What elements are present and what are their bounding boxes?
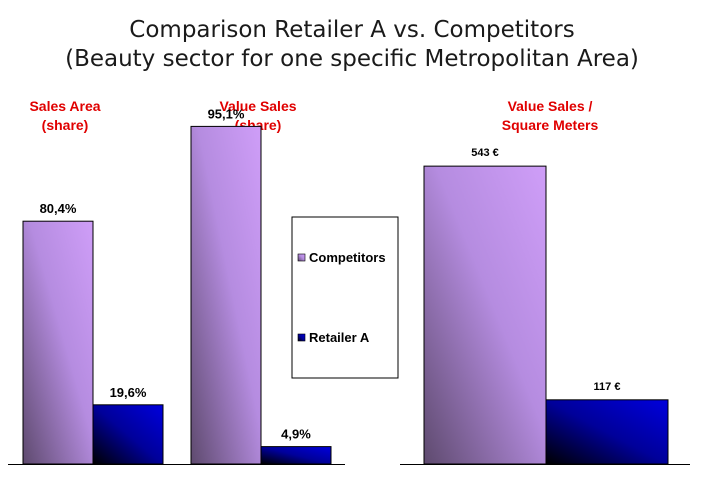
legend-swatch-retailer-a xyxy=(297,333,306,342)
bar-value-sales-retailer-a xyxy=(260,446,332,465)
chart-title: Comparison Retailer A vs. Competitors (B… xyxy=(0,16,704,74)
panel-title-sales-area-line-2: (share) xyxy=(41,117,89,133)
legend-swatch-competitors xyxy=(297,253,306,262)
panel-title-value-per-sqm-line-1: Value Sales / xyxy=(507,98,593,114)
bar-sales-area-retailer-a xyxy=(92,404,164,465)
bar-value-per-sqm-competitors xyxy=(423,165,547,465)
bar-value-per-sqm-retailer-a xyxy=(545,399,669,465)
data-label-value-sales-competitors: 95,1% xyxy=(208,106,245,121)
data-label-value-sales-retailer-a: 4,9% xyxy=(281,427,311,442)
panel-title-value-sales-line-1: Value Sales xyxy=(219,98,297,114)
chart-title-line-1: Comparison Retailer A vs. Competitors xyxy=(129,17,575,43)
data-label-sales-area-competitors: 80,4% xyxy=(40,201,77,216)
panel-title-value-per-sqm-line-2: Square Meters xyxy=(501,117,599,133)
data-label-value-per-sqm-retailer-a: 117 € xyxy=(594,381,621,393)
chart-title-line-2: (Beauty sector for one specific Metropol… xyxy=(65,46,639,72)
panel-title-value-per-sqm: Value Sales / Square Meters xyxy=(480,97,620,135)
data-label-value-per-sqm-competitors: 543 € xyxy=(471,147,499,159)
legend-label-competitors: Competitors xyxy=(309,250,386,265)
bar-value-sales-competitors xyxy=(190,125,262,465)
legend: Competitors Retailer A xyxy=(291,216,399,379)
panel-title-sales-area-line-1: Sales Area xyxy=(29,98,101,114)
panel-title-sales-area: Sales Area (share) xyxy=(15,97,115,135)
legend-label-retailer-a: Retailer A xyxy=(309,330,370,345)
data-label-sales-area-retailer-a: 19,6% xyxy=(110,385,147,400)
legend-box xyxy=(291,216,399,379)
bar-sales-area-competitors xyxy=(22,220,94,465)
